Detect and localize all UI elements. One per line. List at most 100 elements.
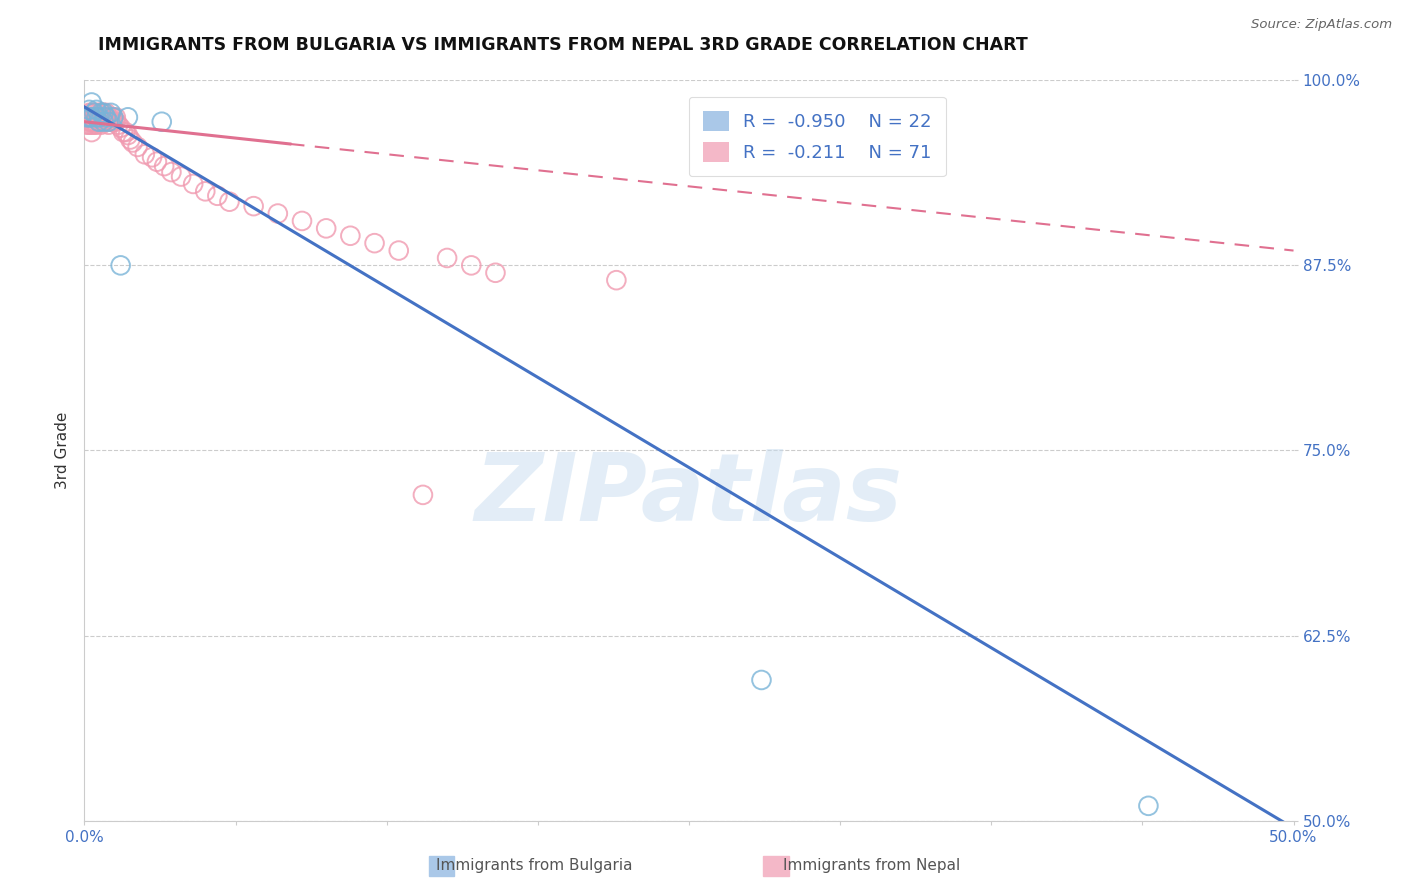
Point — [90, 106, 112, 120]
Point — [87, 114, 110, 128]
Point — [150, 114, 173, 128]
Point — [112, 125, 135, 139]
Point — [83, 114, 105, 128]
Point — [93, 106, 115, 120]
Point — [181, 177, 204, 191]
Point — [76, 111, 98, 125]
Point — [170, 169, 193, 184]
Y-axis label: 3rd Grade: 3rd Grade — [55, 412, 70, 489]
Point — [90, 106, 112, 120]
Point — [86, 111, 108, 125]
Point — [93, 114, 115, 128]
Point — [242, 199, 264, 213]
Point — [83, 111, 105, 125]
Point — [87, 111, 110, 125]
Point — [80, 95, 103, 110]
Point — [103, 111, 125, 125]
Point — [80, 114, 103, 128]
Point — [412, 488, 434, 502]
Point — [90, 111, 112, 125]
Point — [94, 114, 117, 128]
Point — [87, 111, 110, 125]
Point — [100, 106, 122, 120]
Point — [363, 236, 385, 251]
Point — [86, 111, 108, 125]
Point — [207, 188, 229, 202]
Point — [86, 118, 108, 132]
Point — [77, 103, 100, 117]
Point — [153, 159, 176, 173]
Point — [90, 118, 112, 132]
Point — [436, 251, 458, 265]
Point — [77, 111, 100, 125]
Point — [97, 114, 120, 128]
Point — [87, 106, 110, 120]
Point — [77, 106, 100, 120]
Point — [605, 273, 627, 287]
Point — [77, 118, 100, 132]
Point — [110, 258, 132, 272]
Point — [103, 111, 125, 125]
Point — [94, 111, 117, 125]
Point — [94, 111, 117, 125]
Point — [339, 228, 361, 243]
Point — [141, 150, 163, 164]
Point — [76, 111, 98, 125]
Point — [104, 111, 127, 125]
Point — [76, 118, 98, 132]
Legend: R =  -0.950    N = 22, R =  -0.211    N = 71: R = -0.950 N = 22, R = -0.211 N = 71 — [689, 96, 946, 177]
Text: Immigrants from Nepal: Immigrants from Nepal — [783, 858, 960, 872]
Point — [460, 258, 482, 272]
Point — [80, 111, 103, 125]
Point — [117, 128, 139, 142]
Point — [97, 111, 120, 125]
Point — [100, 114, 122, 128]
Text: IMMIGRANTS FROM BULGARIA VS IMMIGRANTS FROM NEPAL 3RD GRADE CORRELATION CHART: IMMIGRANTS FROM BULGARIA VS IMMIGRANTS F… — [98, 36, 1028, 54]
Point — [194, 184, 217, 198]
Point — [218, 194, 240, 209]
Point — [267, 206, 290, 220]
Point — [388, 244, 411, 258]
Point — [117, 111, 139, 125]
Text: Immigrants from Bulgaria: Immigrants from Bulgaria — [436, 858, 633, 872]
Point — [121, 136, 143, 150]
Point — [86, 103, 108, 117]
Point — [87, 114, 110, 128]
Point — [97, 118, 120, 132]
Point — [97, 114, 120, 128]
Point — [80, 118, 103, 132]
Point — [104, 114, 127, 128]
Point — [77, 111, 100, 125]
Point — [90, 114, 112, 128]
Point — [103, 114, 125, 128]
Point — [77, 114, 100, 128]
Point — [94, 106, 117, 120]
Point — [86, 106, 108, 120]
Point — [315, 221, 337, 235]
Text: ZIPatlas: ZIPatlas — [475, 449, 903, 541]
Point — [86, 114, 108, 128]
Point — [751, 673, 773, 687]
Point — [484, 266, 506, 280]
Point — [83, 118, 105, 132]
Point — [93, 106, 115, 120]
Point — [80, 111, 103, 125]
Point — [1137, 798, 1160, 813]
Point — [93, 111, 115, 125]
Point — [110, 120, 132, 135]
Point — [100, 111, 122, 125]
Point — [93, 114, 115, 128]
Point — [114, 125, 136, 139]
Point — [80, 106, 103, 120]
Point — [80, 125, 103, 139]
Point — [127, 140, 149, 154]
Point — [120, 132, 142, 146]
Point — [83, 106, 105, 120]
Point — [83, 106, 105, 120]
Text: Source: ZipAtlas.com: Source: ZipAtlas.com — [1251, 18, 1392, 31]
Point — [291, 214, 314, 228]
Point — [107, 118, 129, 132]
Point — [146, 154, 169, 169]
Point — [134, 147, 156, 161]
Point — [160, 165, 183, 179]
